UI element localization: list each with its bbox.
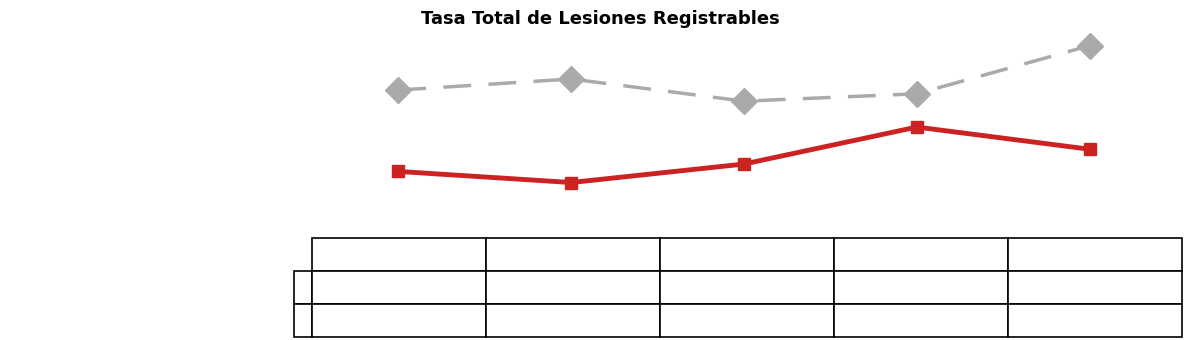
- Text: Generación de Energía: Generación de Energía: [384, 312, 571, 328]
- Text: 0: 0: [1090, 313, 1100, 328]
- Text: 2010: 2010: [378, 247, 420, 262]
- Text: 3.2: 3.2: [733, 280, 761, 295]
- Text: 2011: 2011: [552, 247, 594, 262]
- Text: 2012: 2012: [726, 247, 768, 262]
- Text: 1.2: 1.2: [385, 313, 413, 328]
- Text: 2.8: 2.8: [1081, 280, 1109, 295]
- Text: 1.3: 1.3: [907, 313, 935, 328]
- Text: Tasa Total de Lesiones Registrables: Tasa Total de Lesiones Registrables: [421, 10, 779, 28]
- Text: 3.4: 3.4: [385, 280, 413, 295]
- Text: 2013: 2013: [900, 247, 942, 262]
- Text: 2.2: 2.2: [907, 280, 935, 295]
- Text: 2014: 2014: [1074, 247, 1116, 262]
- Text: 3.7: 3.7: [559, 280, 587, 295]
- Text: 0.9: 0.9: [559, 313, 587, 328]
- Text: Refinerías de Petróleo: Refinerías de Petróleo: [384, 280, 569, 295]
- Text: 1.5: 1.5: [733, 313, 761, 328]
